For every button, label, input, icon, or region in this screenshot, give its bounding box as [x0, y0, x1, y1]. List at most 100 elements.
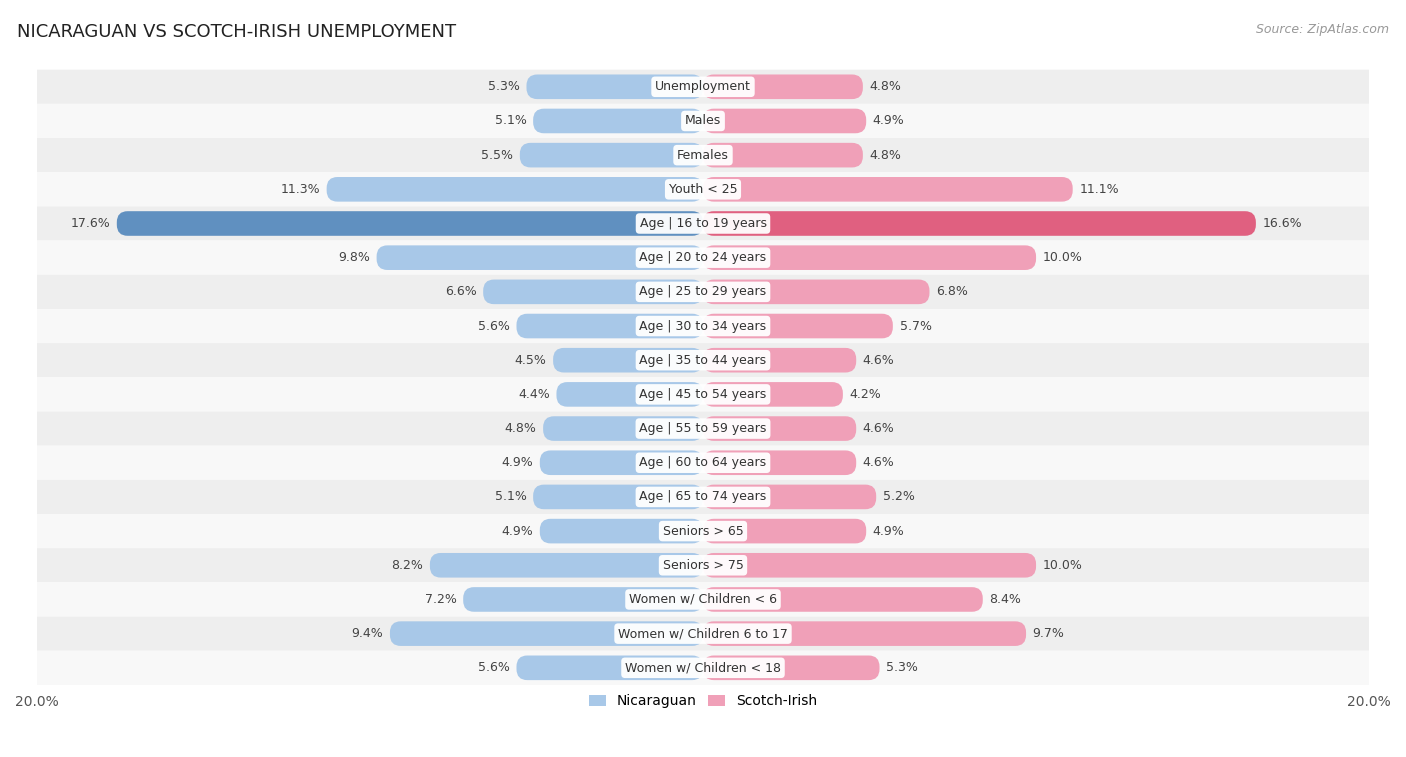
FancyBboxPatch shape — [37, 446, 1369, 480]
FancyBboxPatch shape — [533, 109, 703, 133]
Text: Unemployment: Unemployment — [655, 80, 751, 93]
Text: 4.8%: 4.8% — [505, 422, 537, 435]
Text: Age | 60 to 64 years: Age | 60 to 64 years — [640, 456, 766, 469]
Text: 5.2%: 5.2% — [883, 491, 915, 503]
FancyBboxPatch shape — [703, 587, 983, 612]
FancyBboxPatch shape — [703, 519, 866, 544]
FancyBboxPatch shape — [540, 450, 703, 475]
Text: 4.6%: 4.6% — [863, 422, 894, 435]
FancyBboxPatch shape — [37, 514, 1369, 548]
FancyBboxPatch shape — [703, 450, 856, 475]
FancyBboxPatch shape — [37, 377, 1369, 412]
FancyBboxPatch shape — [703, 621, 1026, 646]
FancyBboxPatch shape — [37, 343, 1369, 377]
Text: 5.6%: 5.6% — [478, 662, 510, 674]
FancyBboxPatch shape — [703, 177, 1073, 201]
Text: 10.0%: 10.0% — [1043, 559, 1083, 572]
Text: Males: Males — [685, 114, 721, 127]
Text: 6.8%: 6.8% — [936, 285, 967, 298]
FancyBboxPatch shape — [703, 553, 1036, 578]
Text: 4.8%: 4.8% — [869, 148, 901, 162]
Text: 17.6%: 17.6% — [70, 217, 110, 230]
FancyBboxPatch shape — [463, 587, 703, 612]
Text: 8.4%: 8.4% — [990, 593, 1021, 606]
Text: 7.2%: 7.2% — [425, 593, 457, 606]
Text: 9.7%: 9.7% — [1033, 627, 1064, 640]
FancyBboxPatch shape — [557, 382, 703, 407]
FancyBboxPatch shape — [703, 245, 1036, 270]
Text: Seniors > 65: Seniors > 65 — [662, 525, 744, 537]
FancyBboxPatch shape — [703, 416, 856, 441]
FancyBboxPatch shape — [703, 74, 863, 99]
FancyBboxPatch shape — [37, 412, 1369, 446]
FancyBboxPatch shape — [516, 313, 703, 338]
Text: 5.3%: 5.3% — [886, 662, 918, 674]
FancyBboxPatch shape — [520, 143, 703, 167]
FancyBboxPatch shape — [37, 548, 1369, 582]
Text: 4.8%: 4.8% — [869, 80, 901, 93]
FancyBboxPatch shape — [37, 582, 1369, 616]
FancyBboxPatch shape — [703, 279, 929, 304]
Text: 4.4%: 4.4% — [517, 388, 550, 401]
Text: 4.9%: 4.9% — [873, 525, 904, 537]
Text: Seniors > 75: Seniors > 75 — [662, 559, 744, 572]
Text: Age | 20 to 24 years: Age | 20 to 24 years — [640, 251, 766, 264]
FancyBboxPatch shape — [484, 279, 703, 304]
Text: 4.9%: 4.9% — [873, 114, 904, 127]
FancyBboxPatch shape — [37, 275, 1369, 309]
FancyBboxPatch shape — [37, 70, 1369, 104]
Text: 5.6%: 5.6% — [478, 319, 510, 332]
Text: 11.3%: 11.3% — [280, 183, 321, 196]
Text: 4.2%: 4.2% — [849, 388, 882, 401]
Text: Age | 55 to 59 years: Age | 55 to 59 years — [640, 422, 766, 435]
Text: Age | 16 to 19 years: Age | 16 to 19 years — [640, 217, 766, 230]
FancyBboxPatch shape — [430, 553, 703, 578]
Text: NICARAGUAN VS SCOTCH-IRISH UNEMPLOYMENT: NICARAGUAN VS SCOTCH-IRISH UNEMPLOYMENT — [17, 23, 456, 41]
FancyBboxPatch shape — [553, 348, 703, 372]
Text: 8.2%: 8.2% — [391, 559, 423, 572]
Text: 4.9%: 4.9% — [502, 456, 533, 469]
Text: Age | 45 to 54 years: Age | 45 to 54 years — [640, 388, 766, 401]
FancyBboxPatch shape — [703, 382, 842, 407]
Text: 9.8%: 9.8% — [337, 251, 370, 264]
Text: 4.6%: 4.6% — [863, 354, 894, 366]
Text: 9.4%: 9.4% — [352, 627, 384, 640]
Text: 5.1%: 5.1% — [495, 114, 526, 127]
Text: Age | 65 to 74 years: Age | 65 to 74 years — [640, 491, 766, 503]
Text: Women w/ Children < 18: Women w/ Children < 18 — [626, 662, 780, 674]
Text: 11.1%: 11.1% — [1080, 183, 1119, 196]
Text: Age | 30 to 34 years: Age | 30 to 34 years — [640, 319, 766, 332]
FancyBboxPatch shape — [540, 519, 703, 544]
Text: Source: ZipAtlas.com: Source: ZipAtlas.com — [1256, 23, 1389, 36]
FancyBboxPatch shape — [326, 177, 703, 201]
Text: 10.0%: 10.0% — [1043, 251, 1083, 264]
FancyBboxPatch shape — [703, 313, 893, 338]
Text: 4.6%: 4.6% — [863, 456, 894, 469]
FancyBboxPatch shape — [37, 104, 1369, 138]
FancyBboxPatch shape — [703, 348, 856, 372]
FancyBboxPatch shape — [37, 651, 1369, 685]
FancyBboxPatch shape — [703, 211, 1256, 235]
Text: 4.5%: 4.5% — [515, 354, 547, 366]
FancyBboxPatch shape — [526, 74, 703, 99]
Text: Age | 25 to 29 years: Age | 25 to 29 years — [640, 285, 766, 298]
Text: Age | 35 to 44 years: Age | 35 to 44 years — [640, 354, 766, 366]
Text: 6.6%: 6.6% — [444, 285, 477, 298]
FancyBboxPatch shape — [516, 656, 703, 680]
FancyBboxPatch shape — [703, 656, 880, 680]
Text: 5.7%: 5.7% — [900, 319, 932, 332]
FancyBboxPatch shape — [37, 309, 1369, 343]
FancyBboxPatch shape — [37, 241, 1369, 275]
FancyBboxPatch shape — [37, 480, 1369, 514]
FancyBboxPatch shape — [703, 109, 866, 133]
Text: Youth < 25: Youth < 25 — [669, 183, 737, 196]
FancyBboxPatch shape — [543, 416, 703, 441]
Text: 5.1%: 5.1% — [495, 491, 526, 503]
FancyBboxPatch shape — [117, 211, 703, 235]
FancyBboxPatch shape — [37, 173, 1369, 207]
Text: 5.5%: 5.5% — [481, 148, 513, 162]
FancyBboxPatch shape — [703, 143, 863, 167]
FancyBboxPatch shape — [37, 616, 1369, 651]
Legend: Nicaraguan, Scotch-Irish: Nicaraguan, Scotch-Irish — [583, 689, 823, 714]
FancyBboxPatch shape — [389, 621, 703, 646]
